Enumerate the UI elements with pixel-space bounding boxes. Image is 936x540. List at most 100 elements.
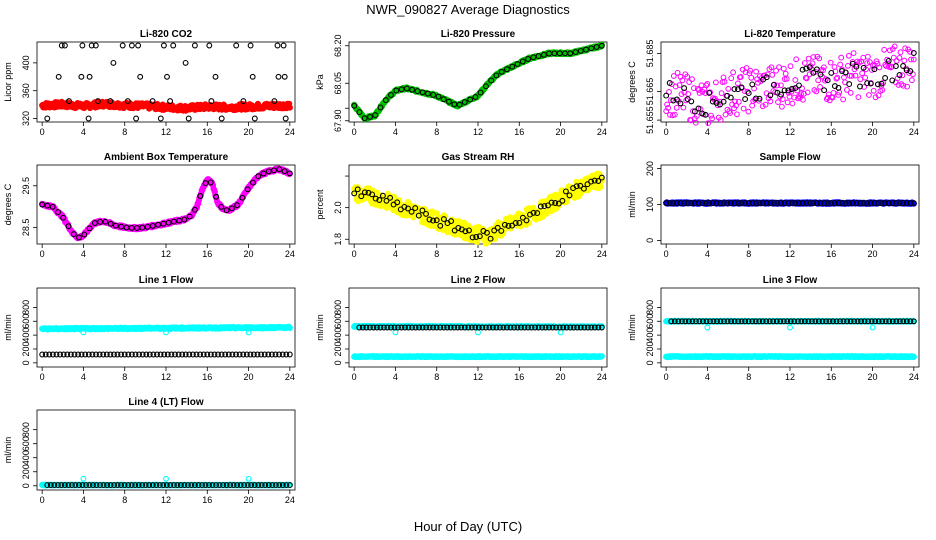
data-point: [666, 89, 672, 95]
data-point: [688, 98, 695, 105]
data-point: [124, 98, 131, 105]
data-point: [388, 92, 394, 98]
data-point: [789, 100, 796, 107]
data-point: [798, 91, 804, 97]
data-point: [749, 102, 756, 109]
x-tick-label: 0: [352, 249, 357, 259]
y-axis-label: degrees C: [627, 61, 637, 103]
data-point: [157, 115, 164, 122]
x-tick-label: 12: [785, 127, 795, 137]
panel-title: Ambient Box Temperature: [104, 152, 229, 163]
data-point: [857, 83, 863, 90]
x-tick-label: 4: [705, 249, 710, 259]
data-point: [782, 70, 789, 77]
data-point: [889, 77, 896, 84]
x-tick-label: 16: [202, 372, 212, 382]
x-tick-label: 8: [434, 249, 439, 259]
panel-title: Li-820 Pressure: [441, 29, 516, 40]
data-point: [728, 75, 735, 82]
series-average: [351, 42, 605, 122]
data-point: [164, 73, 170, 80]
data-point: [860, 64, 867, 71]
y-axis-label: Licor ppm: [3, 62, 13, 102]
data-point: [519, 58, 526, 65]
data-point: [717, 117, 724, 123]
figure-title: NWR_090827 Average Diagnostics: [366, 2, 570, 17]
data-point: [92, 42, 99, 49]
data-point: [128, 42, 135, 49]
data-point: [498, 68, 505, 75]
data-point: [887, 47, 893, 54]
data-point: [475, 329, 481, 336]
y-tick-label: 51.665: [645, 78, 655, 106]
x-tick-label: 8: [434, 372, 439, 382]
x-tick-label: 24: [909, 249, 919, 259]
data-point: [900, 82, 907, 89]
y-tick-label: 28.5: [21, 219, 31, 237]
data-point: [680, 104, 687, 111]
x-tick-label: 16: [514, 372, 524, 382]
data-point: [881, 46, 888, 53]
data-point: [414, 88, 421, 95]
x-tick-label: 4: [393, 372, 398, 382]
x-tick-label: 8: [746, 372, 751, 382]
data-point: [738, 84, 745, 91]
data-point: [493, 72, 500, 79]
data-point: [834, 74, 841, 81]
y-tick-label: 200: [645, 161, 655, 176]
y-tick-label: 29.5: [21, 177, 31, 195]
y-tick-label: 68.05: [333, 72, 343, 95]
data-point: [709, 115, 715, 122]
data-point: [730, 69, 736, 76]
x-tick-label: 12: [161, 372, 171, 382]
data-point: [809, 60, 816, 67]
data-point: [753, 68, 759, 75]
data-point: [900, 63, 907, 69]
x-tick-label: 24: [597, 249, 607, 259]
data-point: [695, 105, 702, 112]
y-tick-label: 200: [21, 341, 31, 356]
data-point: [855, 94, 862, 100]
data-point: [206, 42, 213, 49]
data-point: [810, 69, 817, 76]
x-tick-label: 20: [556, 372, 566, 382]
data-point: [467, 96, 474, 103]
data-point: [351, 102, 358, 109]
data-point: [424, 90, 431, 97]
data-point: [897, 49, 904, 56]
x-tick-label: 0: [664, 372, 669, 382]
data-point: [792, 85, 799, 92]
data-point: [233, 42, 240, 49]
data-point: [805, 55, 812, 62]
data-point: [398, 86, 405, 93]
x-tick-label: 0: [40, 372, 45, 382]
data-point: [691, 85, 697, 92]
data-point: [674, 69, 681, 76]
data-point: [837, 61, 844, 68]
x-tick-label: 4: [705, 127, 710, 137]
x-tick-label: 0: [352, 127, 357, 137]
data-point: [135, 42, 142, 49]
x-tick-label: 0: [664, 249, 669, 259]
series-average: [663, 50, 917, 118]
data-point: [827, 59, 834, 66]
data-point: [461, 219, 468, 226]
data-point: [66, 98, 72, 105]
data-point: [815, 77, 822, 84]
y-tick-label: 600: [645, 314, 655, 329]
data-point: [182, 59, 189, 66]
data-point: [673, 96, 680, 103]
data-point: [861, 84, 867, 90]
data-point: [78, 73, 85, 80]
data-point: [740, 105, 747, 112]
x-tick-label: 12: [473, 249, 483, 259]
x-tick-label: 12: [785, 249, 795, 259]
data-point: [160, 42, 167, 49]
data-point: [530, 204, 537, 211]
series-raw: [39, 98, 293, 114]
data-point: [86, 73, 93, 80]
x-tick-label: 20: [556, 249, 566, 259]
data-point: [677, 100, 684, 107]
